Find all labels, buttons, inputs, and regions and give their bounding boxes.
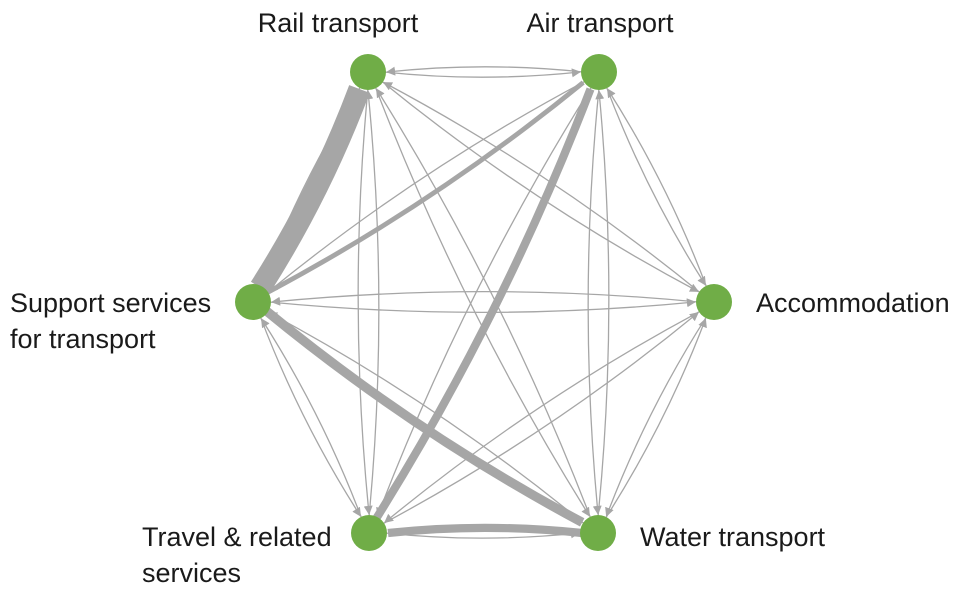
edge-travel-to-rail [364, 90, 380, 518]
edge-support-to-air [265, 80, 585, 296]
edge-support-to-rail [250, 85, 370, 294]
edge-accommodation-to-travel [384, 310, 702, 523]
label-support-line-1: Support services [10, 288, 211, 318]
label-air: Air transport [526, 8, 674, 38]
edges-layer [250, 66, 708, 539]
edge-rail-to-water [374, 86, 591, 517]
edge-water-to-air [595, 90, 610, 518]
edge-water-to-support [268, 312, 586, 525]
node-support [235, 284, 271, 320]
edge-accommodation-to-support [271, 291, 699, 306]
label-water: Water transport [640, 522, 826, 552]
node-rail [350, 54, 386, 90]
edge-support-to-water [263, 307, 585, 527]
edge-air-to-accommodation [605, 86, 707, 286]
label-rail-line-1: Rail transport [258, 8, 419, 38]
edge-rail-to-accommodation [380, 80, 699, 293]
label-accommodation-line-1: Accommodation [756, 288, 950, 318]
edge-travel-to-air [372, 87, 595, 521]
edge-support-to-travel [259, 316, 362, 517]
node-air [581, 54, 617, 90]
edge-water-to-accommodation [604, 318, 707, 520]
label-support-line-2: for transport [10, 324, 156, 354]
edge-rail-to-support [260, 85, 362, 286]
edge-water-to-rail [375, 88, 592, 519]
edge-rail-to-travel [357, 87, 373, 515]
label-rail: Rail transport [258, 8, 419, 38]
label-accommodation: Accommodation [756, 288, 950, 318]
label-travel-line-2: services [142, 558, 241, 588]
edge-travel-to-water [384, 529, 580, 539]
label-air-line-1: Air transport [526, 8, 674, 38]
edge-accommodation-to-water [605, 315, 708, 517]
nodes-layer [235, 54, 732, 551]
node-travel [351, 515, 387, 551]
edge-air-to-support [268, 80, 587, 293]
edge-support-to-accommodation [268, 298, 696, 313]
edge-travel-to-support [260, 318, 363, 519]
edge-rail-to-air [383, 68, 581, 78]
label-water-line-1: Water transport [640, 522, 826, 552]
label-support: Support services for transport [10, 288, 211, 354]
node-water [580, 515, 616, 551]
label-travel: Travel & related services [142, 522, 332, 588]
edge-air-to-travel [376, 85, 593, 517]
label-travel-line-1: Travel & related [142, 522, 332, 552]
edge-accommodation-to-air [606, 88, 708, 288]
edge-water-to-travel [387, 523, 583, 538]
labels-layer: Rail transport Air transport Accommodation… [10, 8, 950, 588]
edge-accommodation-to-rail [383, 81, 702, 294]
edge-travel-to-accommodation [381, 312, 699, 525]
node-accommodation [696, 284, 732, 320]
edge-air-to-rail [386, 66, 584, 76]
edge-air-to-water [587, 87, 602, 515]
